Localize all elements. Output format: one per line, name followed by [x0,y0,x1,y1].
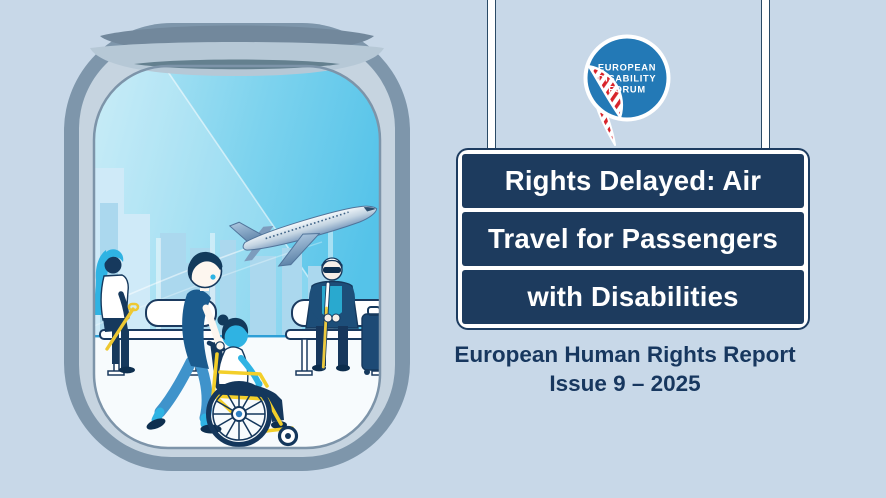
logo-line-1: EUROPEAN [598,63,656,73]
sunglasses [323,267,341,273]
yellow-crutch [105,307,135,351]
seated-woman-with-crutch [94,249,140,374]
wheelchair [206,340,299,447]
airplane-window-illustration [64,23,410,471]
suitcase [361,306,380,375]
ear-accent [210,274,216,280]
report-subtitle: European Human Rights Report Issue 9 – 2… [430,340,820,398]
title-line-3: with Disabilities [462,270,804,324]
title-line-2: Travel for Passengers [462,212,804,266]
logo-line-3: FORUM [608,85,646,95]
logo-stripes [586,64,624,120]
logo-line-2: DISABILITY [598,74,657,84]
subtitle-line-2: Issue 9 – 2025 [549,371,701,396]
subtitle-line-1: European Human Rights Report [454,342,796,367]
sign-hanger-rod-right [761,0,770,154]
blind-man-with-white-cane [305,257,380,375]
wheel [206,381,272,447]
window-shade [90,25,384,76]
title-line-1: Rights Delayed: Air [462,154,804,208]
airplane-taking-off [228,205,378,267]
white-cane-top [325,282,330,310]
title-sign-board: Rights Delayed: Air Travel for Passenger… [458,150,808,328]
porthole-scene [94,66,380,448]
logo-tail [596,108,616,146]
sign-hanger-rod-left [487,0,496,154]
aperture-edge [92,64,382,450]
assistant-pushing-wheelchair [146,251,299,447]
edf-logo: EUROPEAN DISABILITY FORUM [583,34,671,146]
